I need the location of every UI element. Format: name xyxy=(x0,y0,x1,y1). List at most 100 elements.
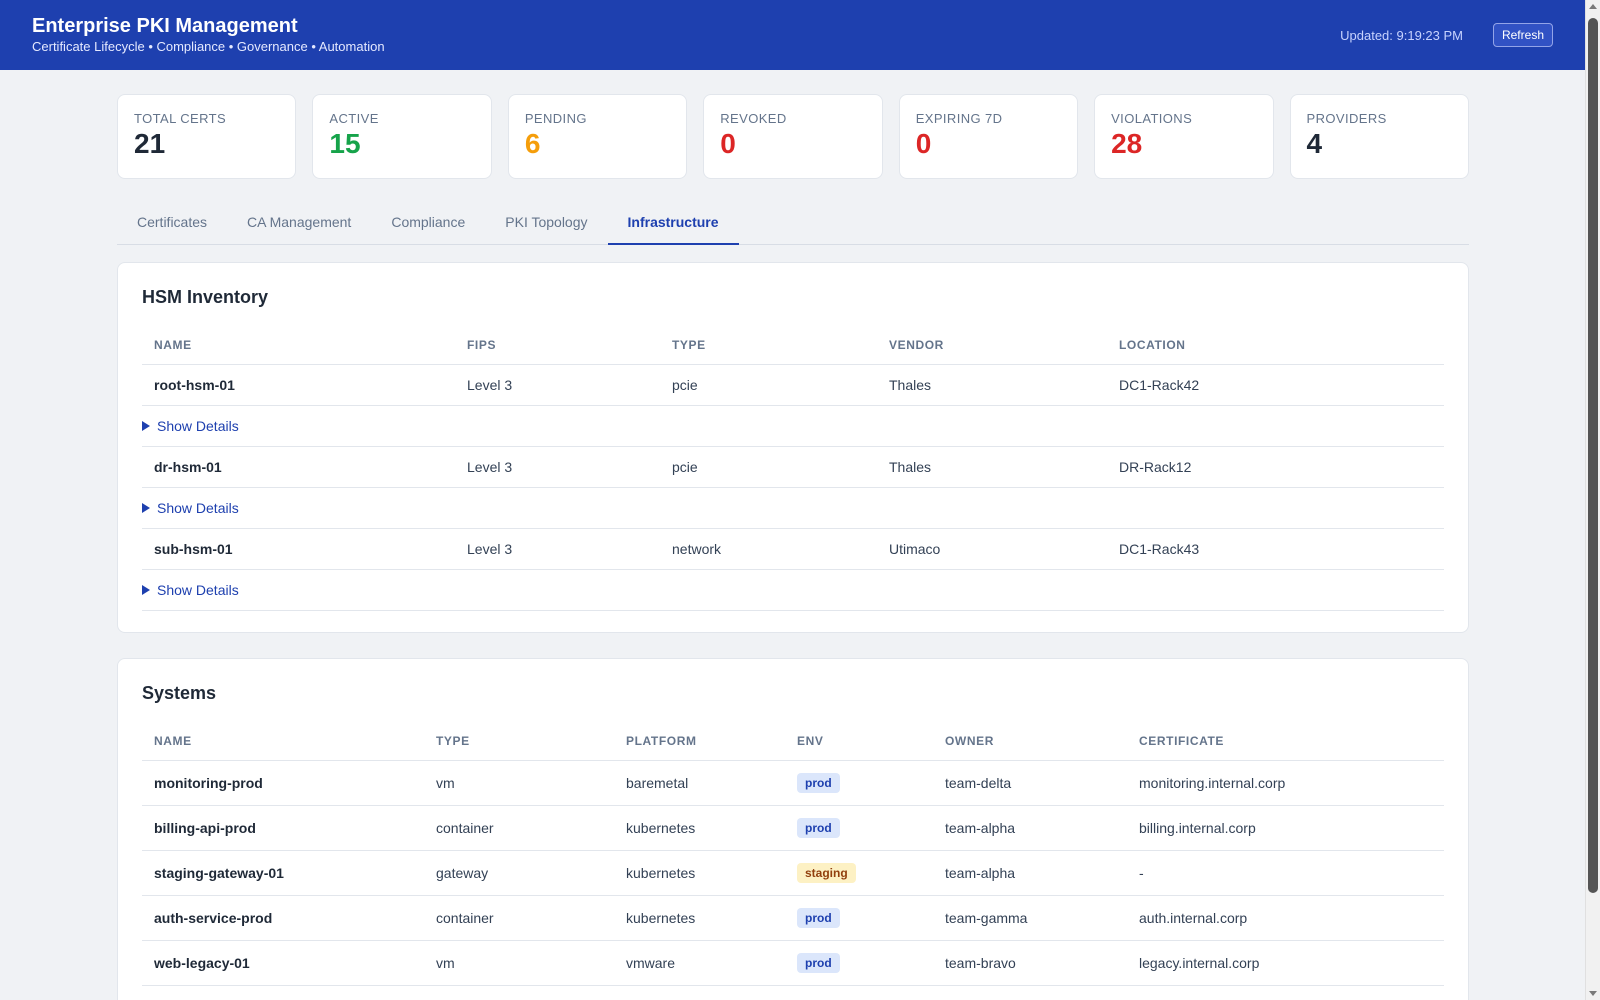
system-platform: kubernetes xyxy=(614,895,785,941)
table-row: sub-hsm-01 Level 3 network Utimaco DC1-R… xyxy=(142,528,1444,570)
scrollbar-thumb[interactable] xyxy=(1588,18,1598,893)
system-name: monitoring-prod xyxy=(142,760,424,806)
system-type: vm xyxy=(424,940,614,986)
stat-card-expiring-7d: EXPIRING 7D 0 xyxy=(898,94,1079,179)
caret-right-icon xyxy=(142,584,150,595)
table-row: root-hsm-01 Level 3 pcie Thales DC1-Rack… xyxy=(142,364,1444,406)
hsm-name: sub-hsm-01 xyxy=(142,528,455,570)
hsm-name: dr-hsm-01 xyxy=(142,446,455,488)
table-row: billing-api-prod container kubernetes pr… xyxy=(142,805,1444,851)
hsm-type: pcie xyxy=(660,446,877,488)
stats-row: TOTAL CERTS 21 ACTIVE 15 PENDING 6 REVOK… xyxy=(117,94,1469,179)
main-tabs: Certificates CA Management Compliance PK… xyxy=(117,204,1469,245)
show-details-label: Show Details xyxy=(157,417,239,434)
app-title: Enterprise PKI Management xyxy=(32,15,298,37)
system-name: billing-api-prod xyxy=(142,805,424,851)
hsm-location: DC1-Rack43 xyxy=(1107,528,1444,570)
env-badge: prod xyxy=(797,772,840,793)
system-platform: vmware xyxy=(614,940,785,986)
stat-value: 0 xyxy=(915,128,932,159)
stat-label: REVOKED xyxy=(720,111,787,126)
system-certificate: legacy.internal.corp xyxy=(1127,940,1444,986)
tab-certificates[interactable]: Certificates xyxy=(137,214,208,230)
hsm-fips: Level 3 xyxy=(455,528,660,570)
system-name: auth-service-prod xyxy=(142,895,424,941)
env-badge: staging xyxy=(797,862,856,883)
details-row: Show Details xyxy=(142,405,1444,447)
system-type: gateway xyxy=(424,850,614,896)
refresh-button[interactable]: Refresh xyxy=(1492,23,1553,47)
column-header[interactable]: VENDOR xyxy=(877,326,1107,365)
hsm-location: DC1-Rack42 xyxy=(1107,364,1444,406)
hsm-type: network xyxy=(660,528,877,570)
details-row: Show Details xyxy=(142,569,1444,611)
table-row: web-legacy-01 vm vmware prod team-bravo … xyxy=(142,940,1444,986)
show-details-label: Show Details xyxy=(157,499,239,516)
stat-value: 15 xyxy=(329,128,361,159)
stat-card-pending: PENDING 6 xyxy=(507,94,688,179)
system-name: staging-gateway-01 xyxy=(142,850,424,896)
app-subtitle: Certificate Lifecycle • Compliance • Gov… xyxy=(32,39,385,54)
hsm-vendor: Utimaco xyxy=(877,528,1107,570)
column-header[interactable]: NAME xyxy=(142,722,424,761)
systems-table: NAME TYPE PLATFORM ENV OWNER CERTIFICATE… xyxy=(142,722,1444,986)
column-header[interactable]: ENV xyxy=(785,722,933,761)
caret-right-icon xyxy=(142,420,150,431)
env-badge: prod xyxy=(797,907,840,928)
column-header[interactable]: TYPE xyxy=(424,722,614,761)
system-owner: team-alpha xyxy=(933,805,1127,851)
hsm-location: DR-Rack12 xyxy=(1107,446,1444,488)
env-badge: prod xyxy=(797,817,840,838)
column-header[interactable]: NAME xyxy=(142,326,455,365)
stat-label: VIOLATIONS xyxy=(1111,111,1193,126)
system-owner: team-gamma xyxy=(933,895,1127,941)
column-header[interactable]: PLATFORM xyxy=(614,722,785,761)
hsm-type: pcie xyxy=(660,364,877,406)
env-badge: prod xyxy=(797,952,840,973)
tab-pki-topology[interactable]: PKI Topology xyxy=(505,214,588,230)
scroll-up-arrow-icon[interactable] xyxy=(1589,4,1597,9)
stat-label: PROVIDERS xyxy=(1306,111,1387,126)
systems-panel: Systems NAME TYPE PLATFORM ENV OWNER CER… xyxy=(117,658,1469,1000)
hsm-vendor: Thales xyxy=(877,364,1107,406)
column-header[interactable]: FIPS xyxy=(455,326,660,365)
hsm-name: root-hsm-01 xyxy=(142,364,455,406)
app-header: Enterprise PKI Management Certificate Li… xyxy=(0,0,1585,70)
stat-value: 21 xyxy=(134,128,166,159)
stat-value: 0 xyxy=(720,128,736,159)
system-owner: team-delta xyxy=(933,760,1127,806)
table-header-row: NAME TYPE PLATFORM ENV OWNER CERTIFICATE xyxy=(142,722,1444,761)
system-type: container xyxy=(424,895,614,941)
show-details-toggle[interactable]: Show Details xyxy=(142,582,1444,598)
tab-ca-management[interactable]: CA Management xyxy=(247,214,352,230)
hsm-fips: Level 3 xyxy=(455,446,660,488)
hsm-fips: Level 3 xyxy=(455,364,660,406)
details-row: Show Details xyxy=(142,487,1444,529)
system-name: web-legacy-01 xyxy=(142,940,424,986)
stat-card-violations: VIOLATIONS 28 xyxy=(1094,94,1274,179)
column-header[interactable]: TYPE xyxy=(660,326,877,365)
tab-compliance[interactable]: Compliance xyxy=(391,214,466,230)
show-details-toggle[interactable]: Show Details xyxy=(142,418,1444,434)
table-row: dr-hsm-01 Level 3 pcie Thales DR-Rack12 xyxy=(142,446,1444,488)
table-row: auth-service-prod container kubernetes p… xyxy=(142,895,1444,941)
stat-label: EXPIRING 7D xyxy=(915,111,1003,126)
show-details-toggle[interactable]: Show Details xyxy=(142,500,1444,516)
page-scrollbar[interactable] xyxy=(1585,0,1600,1000)
tab-infrastructure[interactable]: Infrastructure xyxy=(607,204,739,245)
system-certificate: auth.internal.corp xyxy=(1127,895,1444,941)
column-header[interactable]: LOCATION xyxy=(1107,326,1444,365)
stat-label: ACTIVE xyxy=(329,111,379,126)
hsm-table: NAME FIPS TYPE VENDOR LOCATION root-hsm-… xyxy=(142,326,1444,611)
table-row: staging-gateway-01 gateway kubernetes st… xyxy=(142,850,1444,896)
system-certificate: monitoring.internal.corp xyxy=(1127,760,1444,806)
last-updated-label: Updated: 9:19:23 PM xyxy=(1340,28,1463,43)
stat-value: 28 xyxy=(1111,128,1143,159)
stat-card-active: ACTIVE 15 xyxy=(312,94,492,179)
stat-value: 4 xyxy=(1306,128,1323,159)
system-type: vm xyxy=(424,760,614,806)
column-header[interactable]: OWNER xyxy=(933,722,1127,761)
scroll-down-arrow-icon[interactable] xyxy=(1589,991,1597,996)
table-row: monitoring-prod vm baremetal prod team-d… xyxy=(142,760,1444,806)
column-header[interactable]: CERTIFICATE xyxy=(1127,722,1444,761)
